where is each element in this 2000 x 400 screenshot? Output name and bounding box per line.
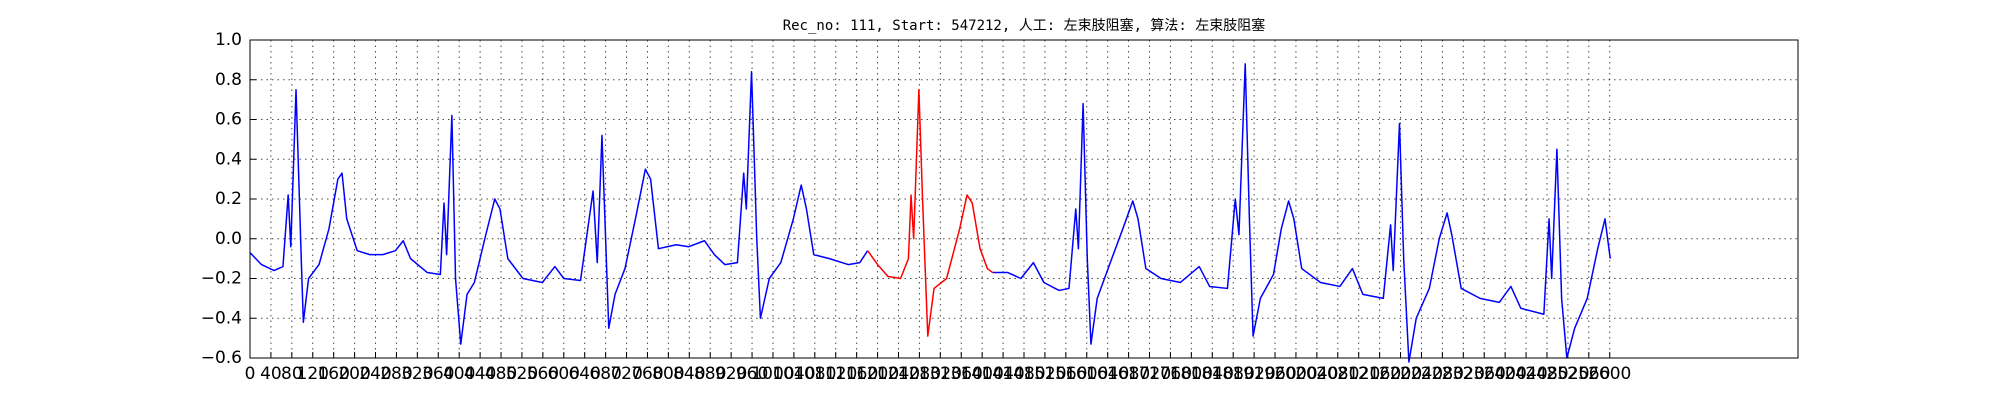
y-tick-label: 0.6 [215,110,242,130]
x-tick-label: 1480 [1002,364,1045,384]
y-tick-label: −0.4 [201,308,242,328]
x-tick-label: 2400 [1484,364,1527,384]
x-tick-label: 1760 [1149,364,1192,384]
x-tick-label: 240 [359,364,391,384]
x-tick-label: 200 [338,364,370,384]
x-tick-label: 1240 [877,364,920,384]
x-tick-label: 2200 [1379,364,1422,384]
x-tick-label: 2440 [1504,364,1547,384]
plot-frame [249,39,1799,359]
x-tick-label: 1960 [1253,364,1296,384]
x-tick-label: 400 [443,364,475,384]
x-tick-label: 800 [652,364,684,384]
x-tick-label: 1720 [1128,364,1171,384]
y-tick-label: 0.8 [215,70,242,90]
x-tick-label: 2120 [1337,364,1380,384]
x-tick-label: 1320 [919,364,962,384]
x-tick-label: 920 [715,364,747,384]
x-tick-label: 840 [673,364,705,384]
y-tick-label: 0.2 [215,189,242,209]
x-tick-label: 160 [317,364,349,384]
y-tick-label: 0.4 [215,149,242,169]
x-tick-label: 2360 [1463,364,1506,384]
x-tick-label: 1600 [1065,364,1108,384]
y-tick-label: 1.0 [215,30,242,50]
x-tick-label: 1280 [898,364,941,384]
x-tick-label: 1840 [1191,364,1234,384]
x-tick-label: 1640 [1086,364,1129,384]
x-tick-label: 640 [568,364,600,384]
x-tick-label: 1200 [856,364,899,384]
x-tick-label: 2520 [1546,364,1589,384]
y-tick-label: −0.2 [201,269,242,289]
x-tick-label: 2080 [1316,364,1359,384]
x-tick-label: 1080 [793,364,836,384]
x-tick-label: 120 [297,364,329,384]
x-tick-label: 1920 [1232,364,1275,384]
x-tick-label: 2480 [1525,364,1568,384]
x-tick-label: 2040 [1295,364,1338,384]
x-tick-label: 40 [260,364,282,384]
x-tick-label: 1800 [1170,364,1213,384]
x-tick-label: 80 [281,364,303,384]
x-tick-label: 0 [245,364,256,384]
x-tick-label: 1520 [1023,364,1066,384]
x-tick-label: 1120 [814,364,857,384]
x-tick-label: 1160 [835,364,878,384]
x-tick-label: 1360 [940,364,983,384]
x-tick-label: 1440 [981,364,1024,384]
chart-title: Rec_no: 111, Start: 547212, 人工: 左束肢阻塞, 算… [783,17,1266,34]
x-tick-label: 2560 [1567,364,1610,384]
x-tick-label: 880 [694,364,726,384]
x-tick-label: 2240 [1400,364,1443,384]
x-tick-label: 1880 [1212,364,1255,384]
ecg-line [249,63,1611,363]
x-tick-label: 1040 [772,364,815,384]
x-tick-label: 560 [527,364,559,384]
ecg-line [867,88,994,337]
y-tick-label: −0.6 [201,348,242,368]
x-tick-label: 280 [380,364,412,384]
x-tick-label: 2160 [1358,364,1401,384]
x-tick-label: 680 [589,364,621,384]
x-tick-label: 720 [610,364,642,384]
x-tick-label: 1000 [751,364,794,384]
x-tick-label: 2280 [1421,364,1464,384]
y-tick-label: 0.0 [215,229,242,249]
x-tick-label: 1560 [1044,364,1087,384]
x-tick-label: 2600 [1588,364,1631,384]
x-tick-label: 1400 [961,364,1004,384]
x-tick-label: 480 [485,364,517,384]
x-tick-label: 320 [401,364,433,384]
x-tick-label: 360 [422,364,454,384]
x-tick-label: 2000 [1274,364,1317,384]
x-tick-label: 760 [631,364,663,384]
x-tick-label: 1680 [1107,364,1150,384]
x-tick-label: 520 [506,364,538,384]
x-tick-label: 2320 [1442,364,1485,384]
x-tick-label: 600 [548,364,580,384]
x-tick-label: 440 [464,364,496,384]
x-tick-label: 960 [736,364,768,384]
